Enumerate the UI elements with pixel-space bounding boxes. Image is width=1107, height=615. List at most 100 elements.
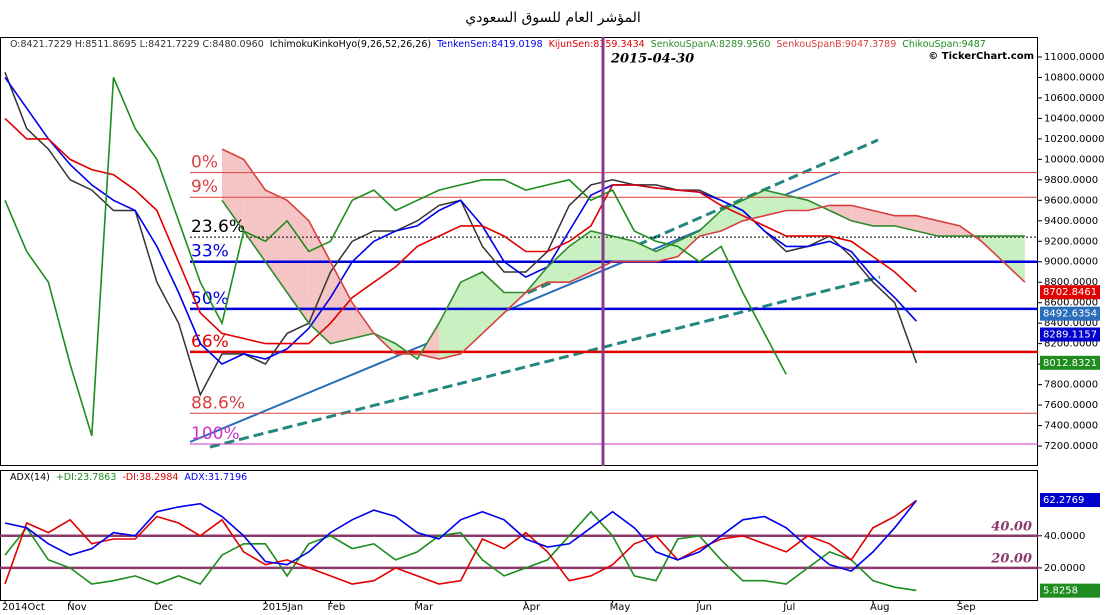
plot-area	[0, 499, 1038, 592]
cloud	[569, 231, 591, 283]
cloud	[439, 282, 461, 360]
series-line	[221, 148, 1026, 360]
y-tick-label: 11000.0000	[1044, 52, 1104, 63]
y-tick-label: 8600.0000	[1044, 298, 1098, 309]
x-tick-label: Sep	[957, 602, 976, 613]
series-line	[4, 117, 917, 345]
cloud	[764, 190, 787, 216]
y-tick-label: 9200.0000	[1044, 236, 1098, 247]
legend-entry: SenkouSpanB:9047.3789	[776, 39, 896, 50]
last-value-box	[1040, 493, 1100, 508]
series-line	[4, 510, 917, 592]
y-tick-label: 7600.0000	[1044, 400, 1098, 411]
last-value-box	[1040, 583, 1100, 598]
y-tick-label: 10000.0000	[1044, 154, 1104, 165]
y-tick-label: 10600.0000	[1044, 93, 1104, 104]
x-tick-label: Feb	[328, 602, 346, 613]
cloud	[938, 220, 960, 237]
y-tick-label: 20.0000	[1044, 563, 1085, 574]
level-label: 9%	[191, 177, 218, 197]
level-label: 23.6%	[191, 217, 245, 237]
legend-header: IchimokuKinkoHyo(9,26,52,26,26)	[270, 39, 431, 50]
legend-entry: TenkenSen:8419.0198	[436, 39, 543, 50]
series-line	[4, 499, 917, 585]
cloud	[916, 215, 939, 237]
y-tick-label: 40.0000	[1044, 531, 1085, 542]
cloud	[612, 236, 635, 262]
x-tick-label: 2015Jan	[262, 602, 303, 613]
cloud	[873, 210, 895, 226]
cloud	[1003, 236, 1025, 283]
legend-entry: O:8421.7229 H:8511.8695 L:8421.7229 C:84…	[10, 39, 264, 50]
y-tick-label: 7200.0000	[1044, 441, 1098, 452]
legend-entry: ChikouSpan:9487	[902, 39, 986, 50]
last-value-box	[1040, 327, 1100, 342]
cloud	[656, 241, 678, 262]
legend-entry: ADX:31.7196	[184, 472, 247, 483]
last-value-label: 62.2769	[1043, 495, 1084, 506]
price-panel	[0, 37, 1038, 466]
level-label: 20.00	[990, 551, 1032, 566]
cloud	[742, 190, 765, 221]
last-value-label: 8289.1157	[1043, 330, 1097, 341]
trendline	[209, 275, 881, 449]
legend-entry: SenkouSpanA:8289.9560	[651, 39, 771, 50]
series-line	[221, 189, 1025, 361]
last-value-label: 8012.8321	[1043, 358, 1097, 369]
legend: ADX(14) +DI:23.7863 -DI:38.2984 ADX:31.7196	[10, 472, 247, 483]
legend-entry: +DI:23.7863	[56, 472, 117, 483]
cloud	[460, 271, 483, 354]
x-tick-label: Mar	[414, 602, 434, 613]
cloud	[634, 241, 656, 262]
y-tick-label: 10400.0000	[1044, 113, 1104, 124]
cloud	[699, 210, 722, 237]
cloud	[829, 205, 852, 221]
cloud	[222, 149, 244, 232]
last-value-box	[1040, 285, 1100, 300]
x-tick-label: May	[610, 602, 631, 613]
x-tick-label: Jul	[782, 602, 795, 613]
plot-area: 0%9%23.6%33%50%66%88.6%100%	[4, 72, 1038, 445]
y-tick-label: 8200.0000	[1044, 339, 1098, 350]
last-value-label: 5.8258	[1043, 586, 1078, 597]
watermark: © TickerChart.com	[928, 51, 1034, 62]
y-tick-label: 7800.0000	[1044, 380, 1098, 391]
cloud	[243, 159, 266, 262]
level-label: 40.00	[991, 519, 1032, 534]
y-tick-label: 8400.0000	[1044, 318, 1098, 329]
series-line	[4, 76, 917, 366]
legend: O:8421.7229 H:8511.8695 L:8421.7229 C:84…	[10, 39, 986, 50]
level-label: 0%	[191, 153, 218, 173]
x-tick-label: 2014Oct	[2, 602, 45, 613]
x-tick-label: Aug	[870, 602, 890, 613]
x-tick-label: Jun	[695, 602, 712, 613]
cloud	[547, 246, 570, 283]
x-tick-label: Apr	[523, 602, 541, 613]
last-value-label: 8702.8461	[1043, 287, 1097, 298]
y-tick-label: 9000.0000	[1044, 257, 1098, 268]
cloud	[981, 236, 1004, 262]
y-tick-label: 9600.0000	[1044, 195, 1098, 206]
y-tick-label: 10200.0000	[1044, 134, 1104, 145]
y-tick-label: 7400.0000	[1044, 421, 1098, 432]
level-label: 100%	[191, 424, 240, 444]
y-tick-label: 10800.0000	[1044, 72, 1104, 83]
cloud	[308, 220, 331, 344]
date-annotation: 2015-04-30	[610, 52, 694, 67]
last-value-label: 8492.6354	[1043, 309, 1097, 320]
level-label: 66%	[191, 332, 229, 352]
level-label: 33%	[191, 242, 229, 262]
x-tick-label: Nov	[67, 602, 87, 613]
last-value-box	[1040, 306, 1100, 321]
y-tick-label: 9400.0000	[1044, 216, 1098, 227]
series-line	[4, 77, 787, 437]
y-tick-label: 8800.0000	[1044, 277, 1098, 288]
series-line	[4, 500, 918, 572]
last-value-box	[1040, 355, 1100, 370]
legend-header: ADX(14)	[10, 472, 50, 483]
cloud	[330, 261, 353, 344]
legend-entry: -DI:38.2984	[122, 472, 178, 483]
cloud	[851, 205, 873, 226]
level-label: 88.6%	[191, 393, 245, 413]
